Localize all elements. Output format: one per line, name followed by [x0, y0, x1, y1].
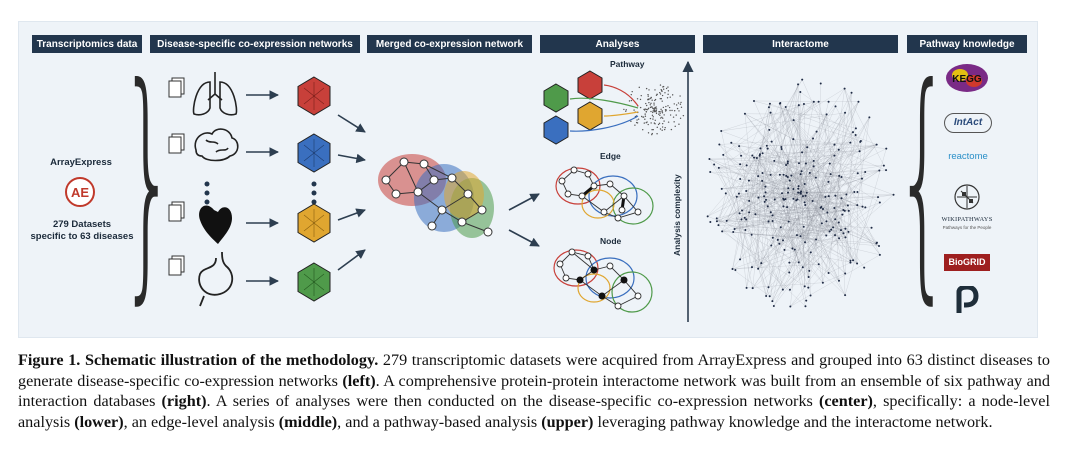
- interactome-network: [706, 78, 895, 308]
- node-network: [553, 248, 653, 313]
- merged-network: [378, 154, 494, 238]
- figure-caption: Figure 1. Schematic illustration of the …: [18, 350, 1050, 432]
- stomach-icon: [198, 251, 234, 307]
- vertical-dots: [204, 181, 317, 205]
- analysis-arrows: [508, 193, 540, 247]
- caption-left: (left): [342, 371, 376, 390]
- caption-right: (right): [161, 392, 207, 411]
- right-brace: {: [895, 34, 951, 325]
- arrayexpress-label: ArrayExpress: [50, 157, 112, 168]
- kegg-text: KEGG: [952, 74, 982, 85]
- hexagon-green: [297, 262, 331, 302]
- header-disease-networks: Disease-specific co-expression networks: [150, 35, 360, 53]
- arrayexpress-logo-text: AE: [71, 185, 89, 200]
- pathway-hexagons: [543, 70, 603, 145]
- analyses-panel: Pathway Edge Node: [543, 59, 694, 322]
- header-analyses: Analyses: [540, 35, 695, 53]
- datasets-count: 279 Datasets: [52, 219, 112, 230]
- caption-s7: leveraging pathway knowledge and the int…: [593, 412, 993, 431]
- figure-panel: [18, 21, 1038, 338]
- datasets-diseases: specific to 63 diseases: [30, 231, 134, 242]
- edge-label: Edge: [600, 151, 621, 161]
- wikipathways-tagline: Pathways for the People: [942, 225, 992, 230]
- documents-icon: [168, 77, 185, 276]
- pathway-commons-logo-icon: P: [956, 286, 979, 313]
- edge-network: [555, 166, 654, 225]
- hexagon-red: [297, 76, 331, 116]
- caption-s3: . A series of analyses were then conduct…: [206, 392, 819, 411]
- header-merged: Merged co-expression network: [367, 35, 532, 53]
- heart-icon: [199, 205, 232, 244]
- caption-middle: (middle): [278, 412, 338, 431]
- caption-s1: 279 transcriptomic datasets were acquire…: [18, 351, 1051, 390]
- pathway-commons-text: P: [967, 298, 968, 300]
- pathway-cloud: [623, 84, 685, 136]
- wikipathways-logo-icon: [954, 184, 980, 210]
- caption-center: (center): [818, 392, 873, 411]
- caption-upper: (upper): [541, 412, 594, 431]
- caption-lower: (lower): [74, 412, 124, 431]
- complexity-label: Analysis complexity: [672, 174, 682, 256]
- kegg-logo-icon: KEGG: [946, 64, 988, 92]
- left-brace: }: [120, 34, 176, 325]
- caption-s6: , and a pathway-based analysis: [337, 412, 542, 431]
- hexagon-blue: [297, 133, 331, 173]
- brain-icon: [194, 128, 239, 162]
- hexagon-orange: [297, 203, 331, 243]
- intact-logo: IntAct: [944, 113, 992, 133]
- reactome-logo: reactome: [948, 151, 988, 162]
- pathway-label: Pathway: [610, 59, 645, 69]
- arrayexpress-logo-icon: AE: [65, 177, 95, 207]
- caption-s2: . A comprehensive protein-protein intera…: [18, 371, 1050, 411]
- caption-s4: , specifically: a node-level analysis: [18, 392, 1050, 431]
- header-pathway-knowledge: Pathway knowledge: [907, 35, 1027, 53]
- header-interactome: Interactome: [703, 35, 898, 53]
- caption-title: Figure 1. Schematic illustration of the …: [18, 351, 379, 369]
- caption-s5: , an edge-level analysis: [123, 412, 279, 431]
- node-label: Node: [600, 236, 622, 246]
- wikipathways-label: WIKIPATHWAYS: [941, 216, 993, 223]
- header-transcriptomics: Transcriptomics data: [32, 35, 142, 53]
- disease-networks-area: [168, 72, 366, 307]
- biogrid-logo: BioGRID: [944, 254, 990, 271]
- lungs-icon: [192, 72, 238, 116]
